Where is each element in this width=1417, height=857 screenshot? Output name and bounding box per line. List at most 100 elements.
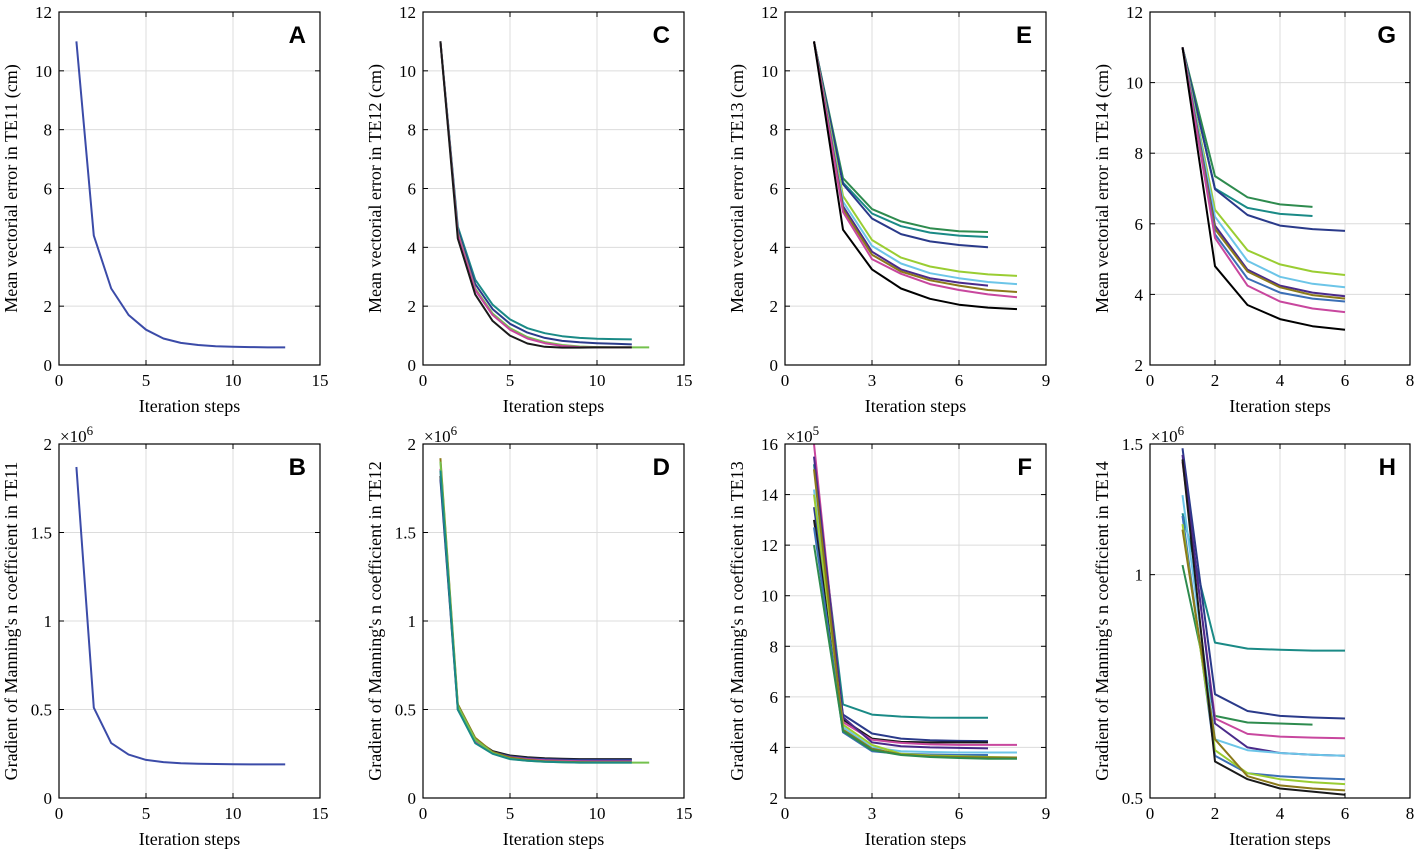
y-axis-label: Mean vectorial error in TE14 (cm) — [1092, 64, 1113, 313]
series-line-3 — [1181, 47, 1346, 232]
panel-f: 0 3 6 9 2 4 6 8 10 12 14 16 Iteration steps Gradient … — [727, 423, 1050, 850]
series-line-5 — [1181, 47, 1346, 289]
panel-e: 0 3 6 9 0 2 4 6 8 10 12 Iteration steps Mean vectori… — [727, 3, 1050, 416]
series-line-2 — [439, 41, 632, 346]
series-line-5 — [439, 461, 650, 764]
x-tick-label: 8 — [1406, 804, 1415, 823]
x-tick-label: 0 — [1146, 371, 1155, 390]
series-line-6 — [439, 470, 632, 764]
series-line-9 — [1181, 47, 1346, 314]
x-axis-label: Iteration steps — [1229, 829, 1330, 849]
panel-b: 0 5 10 15 0 0.5 1 1.5 2 Iteration steps Gradient o… — [1, 423, 329, 850]
y-tick-label: 0 — [770, 356, 779, 375]
y-tick-label: 10 — [1126, 74, 1143, 93]
y-tick-label: 0.5 — [1122, 789, 1143, 808]
x-tick-label: 15 — [676, 371, 693, 390]
plot-frame — [784, 443, 1047, 799]
y-axis-label: Gradient of Manning's n coefficient in T… — [365, 461, 385, 781]
series-line-4 — [439, 458, 632, 764]
x-tick-label: 15 — [676, 804, 693, 823]
y-tick-label: 1 — [1135, 566, 1144, 585]
y-tick-label: 12 — [35, 3, 52, 22]
y-axis-label: Gradient of Manning's n coefficient in T… — [1, 462, 21, 781]
x-tick-label: 6 — [955, 371, 964, 390]
series-line-4 — [439, 41, 632, 349]
series-line-1 — [75, 466, 286, 766]
x-axis-label: Iteration steps — [503, 396, 604, 416]
x-tick-label: 9 — [1042, 371, 1051, 390]
series-line-6 — [813, 489, 1017, 754]
x-tick-label: 0 — [419, 804, 428, 823]
x-tick-label: 10 — [225, 804, 242, 823]
x-axis-label: Iteration steps — [139, 396, 240, 416]
y-axis-label: Gradient of Manning's n coefficient in T… — [727, 461, 747, 781]
x-tick-label: 3 — [868, 371, 877, 390]
y-tick-label: 0 — [408, 356, 417, 375]
x-tick-label: 0 — [55, 371, 64, 390]
x-tick-label: 0 — [419, 371, 428, 390]
y-tick-label: 10 — [399, 62, 416, 81]
y-tick-label: 2 — [44, 297, 53, 316]
x-tick-label: 5 — [142, 371, 151, 390]
y-tick-label: 2 — [408, 435, 417, 454]
x-tick-label: 15 — [312, 371, 329, 390]
x-axis-label: Iteration steps — [865, 829, 966, 849]
series-line-3 — [439, 468, 632, 763]
x-tick-label: 2 — [1211, 804, 1220, 823]
panel-h: 0 2 4 6 8 0.5 1 1.5 Iteration steps Gradient of M… — [1092, 423, 1414, 850]
series-line-8 — [813, 41, 1018, 299]
y-tick-label: 1 — [408, 612, 417, 631]
x-tick-label: 8 — [1406, 371, 1415, 390]
y-axis-label: Gradient of Manning's n coefficient in T… — [1092, 461, 1112, 781]
series-line-7 — [813, 41, 1018, 293]
panel-d: 0 5 10 15 0 0.5 1 1.5 2 Iteration steps Gradient o… — [365, 423, 693, 850]
panel-letter: H — [1379, 454, 1396, 481]
panel-c: 0 5 10 15 0 2 4 6 8 10 12 Iteration steps Mean vecto… — [365, 3, 693, 416]
series-line-1 — [813, 464, 988, 719]
x-tick-label: 10 — [589, 804, 606, 823]
x-tick-label: 0 — [781, 804, 790, 823]
x-tick-label: 2 — [1211, 371, 1220, 390]
x-tick-label: 4 — [1276, 371, 1285, 390]
y-tick-label: 4 — [770, 238, 779, 257]
x-tick-label: 5 — [506, 371, 515, 390]
y-tick-label: 6 — [770, 688, 779, 707]
y-tick-label: 16 — [761, 435, 778, 454]
x-axis-label: Iteration steps — [503, 829, 604, 849]
y-tick-label: 4 — [44, 238, 53, 257]
y-tick-label: 8 — [770, 637, 779, 656]
y-tick-label: 0.5 — [395, 701, 416, 720]
y-tick-label: 4 — [770, 738, 779, 757]
panel-letter: F — [1017, 454, 1032, 481]
y-tick-label: 6 — [408, 180, 417, 199]
x-tick-label: 5 — [142, 804, 151, 823]
x-axis-label: Iteration steps — [139, 829, 240, 849]
y-tick-label: 10 — [761, 62, 778, 81]
y-tick-label: 6 — [44, 180, 53, 199]
series-line-2 — [1181, 448, 1346, 720]
series-line-3 — [813, 41, 989, 249]
y-tick-label: 1.5 — [395, 524, 416, 543]
series-line-7 — [813, 527, 988, 756]
panel-letter: A — [289, 22, 306, 49]
series-line-1 — [813, 41, 989, 233]
y-tick-label: 0 — [408, 789, 417, 808]
x-tick-label: 0 — [781, 371, 790, 390]
y-tick-label: 8 — [44, 121, 53, 140]
y-tick-label: 8 — [770, 121, 779, 140]
axis-multiplier: ×106 — [60, 423, 94, 447]
y-tick-label: 0.5 — [31, 701, 52, 720]
y-tick-label: 1.5 — [1122, 435, 1143, 454]
series-line-3 — [439, 41, 650, 349]
y-tick-label: 0 — [44, 789, 53, 808]
y-tick-label: 4 — [1135, 285, 1144, 304]
y-tick-label: 6 — [770, 180, 779, 199]
series-line-1 — [439, 475, 632, 761]
series-line-10 — [813, 544, 1017, 760]
y-tick-label: 10 — [35, 62, 52, 81]
y-tick-label: 2 — [770, 789, 779, 808]
axis-multiplier: ×106 — [1151, 423, 1185, 447]
x-tick-label: 9 — [1042, 804, 1051, 823]
panel-letter: B — [289, 454, 306, 481]
